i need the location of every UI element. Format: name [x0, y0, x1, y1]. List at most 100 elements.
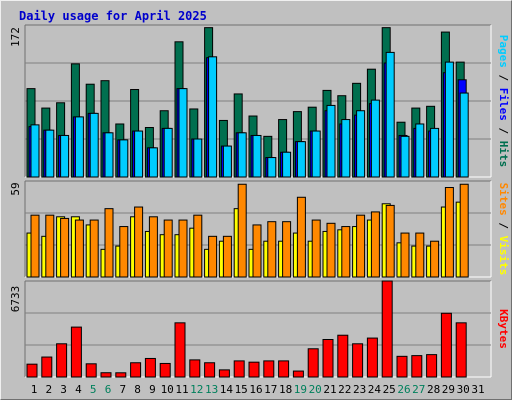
- legend-visits: Visits: [497, 236, 510, 276]
- x-tick-day-17: 17: [264, 383, 277, 396]
- sites-bar-day-4: [74, 219, 84, 278]
- x-tick-day-15: 15: [235, 383, 248, 396]
- pages-bar-day-5: [89, 112, 99, 178]
- sites-bar-day-10: [163, 219, 173, 278]
- legend-separator: /: [497, 216, 510, 236]
- x-tick-day-2: 2: [45, 383, 52, 396]
- pages-bar-day-2: [45, 129, 55, 178]
- legend-separator: /: [497, 68, 510, 88]
- kbytes-bar-day-24: [366, 337, 378, 378]
- legend-files: Files: [497, 88, 510, 121]
- sites-bar-day-19: [296, 196, 306, 278]
- sites-bar-day-12: [193, 214, 203, 278]
- pages-bar-day-13: [208, 56, 218, 178]
- sites-bar-day-25: [385, 204, 395, 278]
- kbytes-bar-day-29: [440, 312, 452, 378]
- x-tick-day-26: 26: [397, 383, 410, 396]
- pages-bar-day-19: [296, 141, 306, 178]
- legend-pages: Pages: [497, 35, 510, 68]
- kbytes-bar-day-27: [411, 355, 423, 378]
- kbytes-bar-day-11: [174, 322, 186, 378]
- x-tick-day-30: 30: [457, 383, 470, 396]
- pages-bar-day-21: [326, 104, 336, 178]
- sites-bar-day-17: [267, 221, 277, 278]
- x-tick-day-11: 11: [175, 383, 188, 396]
- x-tick-day-9: 9: [149, 383, 156, 396]
- legend-hits-files-pages: Pages / Files / Hits: [497, 35, 510, 168]
- sites-bar-day-23: [356, 214, 366, 278]
- legend-kbytes: KBytes: [497, 309, 510, 349]
- x-tick-day-27: 27: [412, 383, 425, 396]
- legend-hits: Hits: [497, 141, 510, 168]
- kbytes-bar-day-14: [218, 369, 230, 378]
- kbytes-bar-day-12: [189, 359, 201, 378]
- x-tick-day-31: 31: [471, 383, 484, 396]
- pages-bar-day-9: [148, 147, 158, 178]
- x-tick-day-25: 25: [383, 383, 396, 396]
- y-tick-kbytes-max: 6733: [9, 286, 22, 313]
- x-tick-day-4: 4: [75, 383, 82, 396]
- x-tick-day-20: 20: [309, 383, 322, 396]
- sites-bar-day-15: [237, 183, 247, 278]
- x-tick-day-16: 16: [249, 383, 262, 396]
- pages-bar-day-27: [415, 123, 425, 178]
- kbytes-bar-day-6: [100, 372, 112, 378]
- kbytes-bar-day-9: [144, 357, 156, 378]
- pages-bar-day-24: [370, 99, 380, 178]
- pages-bar-day-14: [222, 145, 232, 178]
- x-tick-day-6: 6: [105, 383, 112, 396]
- kbytes-bar-day-25: [381, 280, 393, 378]
- sites-bar-day-3: [60, 217, 70, 278]
- pages-bar-day-3: [60, 134, 70, 178]
- pages-bar-day-17: [267, 157, 277, 178]
- sites-bar-day-8: [134, 206, 144, 278]
- sites-bar-day-29: [444, 187, 454, 278]
- legend-kbytes: KBytes: [497, 309, 510, 349]
- pages-bar-day-30: [459, 92, 469, 178]
- x-tick-day-28: 28: [427, 383, 440, 396]
- x-tick-day-21: 21: [323, 383, 336, 396]
- x-tick-day-14: 14: [220, 383, 234, 396]
- sites-bar-day-1: [30, 214, 40, 278]
- pages-bar-day-25: [385, 51, 395, 178]
- pages-bar-day-28: [430, 127, 440, 178]
- sites-bar-day-18: [282, 221, 292, 278]
- pages-bar-day-6: [104, 132, 114, 178]
- pages-bar-day-10: [163, 127, 173, 178]
- kbytes-bar-day-26: [396, 355, 408, 378]
- pages-bar-day-8: [134, 130, 144, 178]
- x-tick-day-7: 7: [119, 383, 126, 396]
- legend-separator: /: [497, 121, 510, 141]
- sites-bar-day-9: [148, 216, 158, 278]
- sites-bar-day-21: [326, 222, 336, 278]
- sites-bar-day-2: [45, 214, 55, 278]
- x-tick-day-1: 1: [31, 383, 38, 396]
- kbytes-bar-day-23: [352, 343, 364, 378]
- x-tick-day-10: 10: [161, 383, 174, 396]
- sites-bar-day-16: [252, 224, 262, 278]
- pages-bar-day-4: [74, 116, 84, 178]
- legend-sites: Sites: [497, 183, 510, 216]
- x-tick-day-12: 12: [190, 383, 203, 396]
- kbytes-bar-day-10: [159, 362, 171, 378]
- sites-bar-day-22: [341, 226, 351, 278]
- x-tick-day-19: 19: [294, 383, 307, 396]
- kbytes-bar-day-4: [70, 326, 82, 378]
- sites-bar-day-20: [311, 219, 321, 278]
- kbytes-bar-day-7: [115, 372, 127, 378]
- sites-bar-day-26: [400, 232, 410, 278]
- kbytes-bar-day-20: [307, 348, 319, 378]
- kbytes-bar-day-5: [85, 363, 97, 378]
- sites-bar-day-24: [370, 211, 380, 278]
- pages-bar-day-20: [311, 130, 321, 178]
- pages-bar-day-18: [282, 151, 292, 178]
- kbytes-bar-day-19: [292, 370, 304, 378]
- pages-bar-day-12: [193, 138, 203, 178]
- y-tick-hits-max: 172: [9, 27, 22, 47]
- sites-bar-day-14: [222, 235, 232, 278]
- pages-bar-day-26: [400, 135, 410, 178]
- kbytes-bar-day-21: [322, 339, 334, 378]
- kbytes-bar-day-15: [233, 360, 245, 378]
- x-tick-day-3: 3: [60, 383, 67, 396]
